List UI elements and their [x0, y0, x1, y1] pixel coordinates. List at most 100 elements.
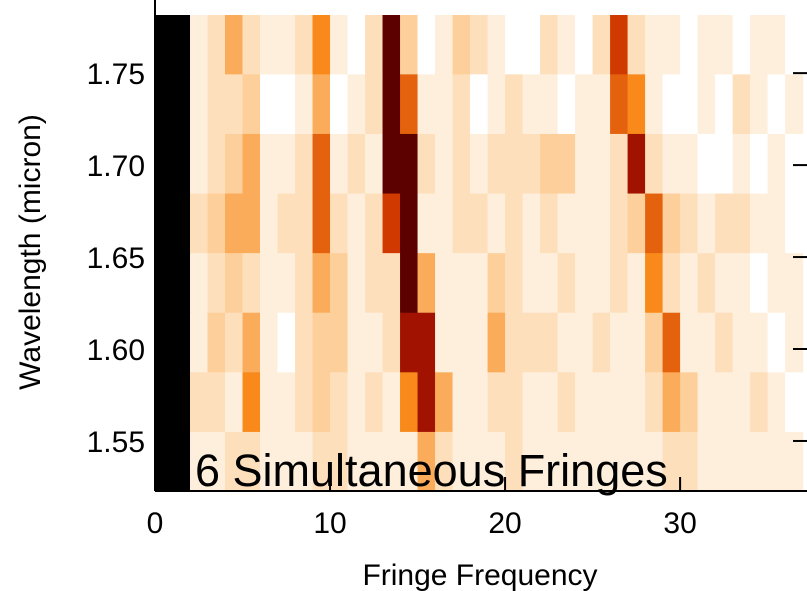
heatmap-cell: [277, 73, 296, 134]
heatmap-cell: [715, 371, 734, 432]
heatmap-cell: [487, 133, 506, 194]
heatmap-cell: [277, 431, 296, 491]
heatmap-cell: [400, 252, 419, 313]
heatmap-cell: [732, 193, 751, 254]
heatmap-cell: [487, 312, 506, 373]
heatmap-cell: [715, 73, 734, 134]
heatmap-cell: [592, 15, 611, 75]
heatmap-cell: [575, 371, 594, 432]
heatmap-cell: [750, 371, 769, 432]
heatmap-cell: [575, 252, 594, 313]
heatmap-cell: [470, 371, 489, 432]
heatmap-cell: [697, 73, 716, 134]
heatmap-cell: [382, 133, 401, 194]
heatmap-cell: [557, 312, 576, 373]
heatmap-cell: [242, 133, 261, 194]
heatmap-cell: [382, 193, 401, 254]
heatmap-cell: [627, 133, 646, 194]
heatmap-cell: [190, 15, 209, 75]
heatmap-cell: [750, 133, 769, 194]
heatmap-cell: [435, 73, 454, 134]
heatmap-cell: [557, 193, 576, 254]
heatmap-cell: [347, 252, 366, 313]
heatmap-cell: [487, 73, 506, 134]
heatmap-cell: [295, 252, 314, 313]
heatmap-cell: [347, 431, 366, 491]
heatmap-cell: [767, 73, 786, 134]
heatmap-cell: [452, 312, 471, 373]
heatmap-cell: [610, 133, 629, 194]
heatmap-cell: [627, 252, 646, 313]
heatmap-cell: [557, 252, 576, 313]
y-axis-label: Wavelength (micron): [14, 114, 47, 390]
heatmap-cell: [750, 431, 769, 491]
heatmap-cell: [277, 312, 296, 373]
heatmap-cell: [522, 15, 541, 75]
heatmap-cell: [680, 431, 699, 491]
heatmap-cell: [540, 252, 559, 313]
heatmap-cell: [522, 133, 541, 194]
heatmap-cell: [540, 193, 559, 254]
heatmap-cell: [365, 133, 384, 194]
heatmap-cell: [715, 193, 734, 254]
heatmap-cell: [400, 133, 419, 194]
heatmap-cell: [557, 371, 576, 432]
heatmap-cell: [732, 133, 751, 194]
heatmap-cell: [295, 73, 314, 134]
heatmap-cell: [645, 15, 664, 75]
heatmap-cell: [382, 431, 401, 491]
x-tick-label: 0: [147, 507, 164, 540]
heatmap-cell: [470, 312, 489, 373]
y-tick-label: 1.75: [87, 58, 145, 91]
heatmap-cell: [155, 73, 174, 134]
heatmap-cell: [207, 15, 226, 75]
heatmap-cell: [365, 15, 384, 75]
heatmap-cell: [382, 371, 401, 432]
x-tick-label: 30: [663, 507, 696, 540]
heatmap-cell: [225, 431, 244, 491]
y-tick-label: 1.55: [87, 426, 145, 459]
heatmap-cell: [715, 312, 734, 373]
heatmap-cell: [382, 15, 401, 75]
heatmap-cell: [470, 133, 489, 194]
heatmap-cell: [400, 193, 419, 254]
heatmap-cell: [295, 431, 314, 491]
heatmap-cell: [172, 73, 191, 134]
heatmap-cell: [540, 73, 559, 134]
heatmap-cell: [767, 193, 786, 254]
heatmap-cell: [627, 15, 646, 75]
heatmap-cell: [505, 73, 524, 134]
heatmap-cell: [155, 252, 174, 313]
heatmap-cell: [767, 312, 786, 373]
heatmap-cell: [732, 15, 751, 75]
heatmap-cell: [452, 133, 471, 194]
heatmap-cell: [470, 252, 489, 313]
heatmap-cell: [750, 73, 769, 134]
heatmap-cell: [330, 133, 349, 194]
heatmap-cell: [767, 252, 786, 313]
heatmap-cell: [785, 133, 804, 194]
heatmap-cell: [627, 193, 646, 254]
y-tick-label: 1.65: [87, 242, 145, 275]
heatmap-cell: [697, 312, 716, 373]
heatmap-cell: [662, 312, 681, 373]
heatmap-cell: [750, 15, 769, 75]
heatmap-cell: [260, 15, 279, 75]
heatmap-cell: [225, 193, 244, 254]
heatmap-cell: [225, 15, 244, 75]
heatmap-cell: [750, 252, 769, 313]
heatmap-cell: [697, 431, 716, 491]
heatmap-cell: [277, 133, 296, 194]
heatmap-cell: [662, 371, 681, 432]
heatmap-cell: [365, 73, 384, 134]
heatmap-cell: [452, 73, 471, 134]
heatmap-cell: [172, 431, 191, 491]
heatmap-cell: [715, 15, 734, 75]
heatmap-cell: [452, 371, 471, 432]
heatmap-cell: [242, 312, 261, 373]
heatmap-cell: [610, 371, 629, 432]
heatmap-cell: [295, 193, 314, 254]
heatmap-cell: [610, 15, 629, 75]
heatmap-cell: [225, 252, 244, 313]
heatmap-cell: [155, 371, 174, 432]
